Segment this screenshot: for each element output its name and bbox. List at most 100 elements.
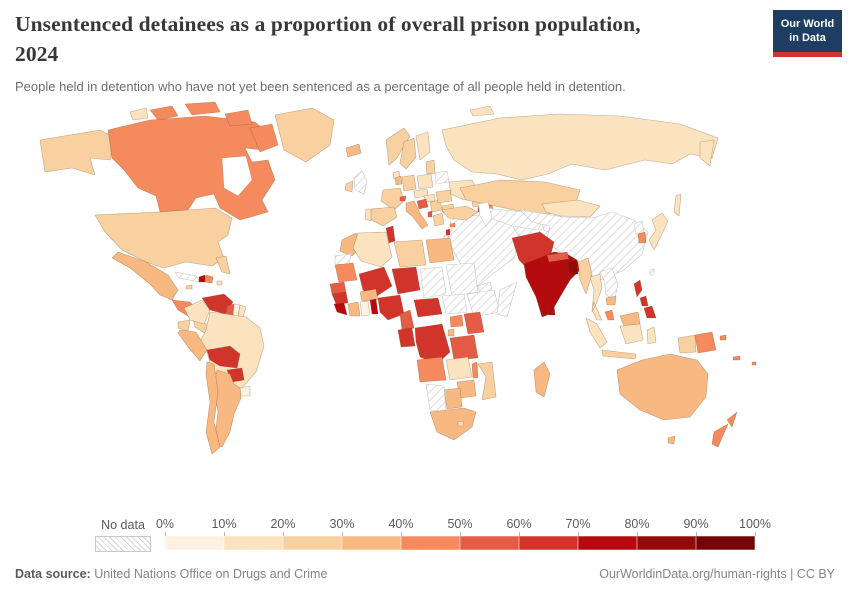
- country-mexico[interactable]: [111, 251, 179, 301]
- country-japan[interactable]: [648, 212, 669, 251]
- country-tasmania[interactable]: [667, 435, 676, 445]
- country-madagascar[interactable]: [533, 361, 551, 398]
- legend-bin-70-80%[interactable]: [578, 536, 637, 550]
- owid-logo[interactable]: Our World in Data: [773, 10, 842, 57]
- country-tanzania[interactable]: [449, 334, 479, 361]
- country-guinea[interactable]: [331, 291, 349, 305]
- country-lebanon[interactable]: [445, 228, 451, 236]
- country-mali[interactable]: [358, 266, 393, 299]
- country-libya[interactable]: [393, 239, 427, 268]
- country-dominican-republic[interactable]: [204, 274, 214, 284]
- country-papua-new-guinea[interactable]: [694, 331, 727, 354]
- country-cuba[interactable]: [174, 271, 201, 283]
- country-india[interactable]: [523, 251, 581, 318]
- country-canada[interactable]: [107, 115, 276, 221]
- country-kenya[interactable]: [463, 311, 485, 335]
- country-greece[interactable]: [432, 212, 445, 227]
- country-usa-florida[interactable]: [215, 255, 231, 275]
- country-germany[interactable]: [401, 174, 417, 192]
- country-haiti[interactable]: [198, 274, 206, 283]
- country-sri-lanka[interactable]: [547, 304, 556, 316]
- country-colombia[interactable]: [183, 299, 211, 325]
- country-fiji[interactable]: [751, 361, 757, 366]
- country-russia-kamchatka[interactable]: [699, 139, 715, 167]
- country-burkina-faso[interactable]: [359, 288, 379, 302]
- legend-bin-80-90%[interactable]: [637, 536, 696, 550]
- country-cyprus[interactable]: [449, 222, 456, 228]
- country-china[interactable]: [519, 209, 649, 281]
- country-russia[interactable]: [441, 113, 719, 181]
- country-new-zealand[interactable]: [711, 411, 738, 448]
- country-uk[interactable]: [353, 170, 368, 195]
- legend-bin-20-30%[interactable]: [283, 536, 342, 550]
- no-data-swatch[interactable]: [95, 536, 151, 552]
- legend-bin-50-60%[interactable]: [460, 536, 519, 550]
- country-gabon-congo[interactable]: [397, 327, 416, 348]
- country-indonesia-sulawesi[interactable]: [646, 326, 657, 345]
- country-central-african-republic[interactable]: [413, 297, 443, 318]
- country-south-sudan[interactable]: [441, 293, 468, 315]
- legend-bin-0-10%[interactable]: [165, 536, 224, 550]
- country-nigeria[interactable]: [377, 294, 405, 321]
- country-sudan[interactable]: [445, 262, 479, 297]
- country-uganda[interactable]: [449, 314, 464, 328]
- country-mauritania[interactable]: [334, 262, 358, 283]
- country-jamaica[interactable]: [185, 284, 193, 290]
- country-malawi[interactable]: [471, 361, 479, 379]
- country-lesotho[interactable]: [457, 420, 464, 427]
- country-canada-arctic-1[interactable]: [149, 105, 179, 121]
- country-indonesia-kalimantan[interactable]: [619, 323, 644, 345]
- country-taiwan[interactable]: [649, 268, 655, 276]
- country-cameroon[interactable]: [399, 309, 415, 331]
- country-poland[interactable]: [416, 173, 434, 190]
- country-switzerland[interactable]: [399, 195, 407, 202]
- country-benelux[interactable]: [394, 175, 403, 186]
- country-ireland[interactable]: [344, 180, 354, 193]
- legend-bin-10-20%[interactable]: [224, 536, 283, 550]
- attribution-link[interactable]: OurWorldinData.org/human-rights | CC BY: [599, 567, 835, 581]
- country-australia[interactable]: [616, 353, 709, 421]
- country-ivory-coast[interactable]: [347, 301, 361, 317]
- country-finland[interactable]: [415, 131, 431, 161]
- country-sierra-leone-liberia[interactable]: [333, 302, 348, 316]
- country-namibia[interactable]: [425, 383, 447, 413]
- country-south-africa[interactable]: [429, 407, 477, 441]
- country-philippines[interactable]: [633, 279, 657, 319]
- country-sweden[interactable]: [399, 137, 417, 170]
- country-bolivia[interactable]: [206, 345, 241, 369]
- country-tunisia[interactable]: [385, 225, 396, 244]
- country-cambodia[interactable]: [605, 295, 617, 306]
- country-angola[interactable]: [416, 356, 447, 383]
- country-portugal[interactable]: [364, 208, 372, 222]
- country-new-caledonia[interactable]: [732, 355, 741, 361]
- country-greenland[interactable]: [274, 107, 335, 163]
- country-uruguay[interactable]: [239, 385, 251, 397]
- country-argentina[interactable]: [213, 369, 242, 448]
- country-south-korea[interactable]: [637, 231, 647, 244]
- country-croatia[interactable]: [416, 198, 429, 210]
- country-canada-baffin[interactable]: [249, 123, 279, 153]
- country-niger[interactable]: [391, 266, 421, 295]
- country-russia-sakhalin[interactable]: [673, 193, 682, 217]
- country-indonesia-westpapua[interactable]: [677, 334, 697, 354]
- country-chile[interactable]: [205, 361, 221, 455]
- country-togo-benin[interactable]: [369, 298, 379, 315]
- country-somalia[interactable]: [496, 281, 518, 318]
- country-chad[interactable]: [419, 266, 447, 299]
- country-algeria[interactable]: [352, 231, 393, 268]
- country-canada-arctic-2[interactable]: [184, 101, 221, 116]
- legend-bin-30-40%[interactable]: [342, 536, 401, 550]
- legend-bin-90-100%[interactable]: [696, 536, 755, 550]
- country-ghana[interactable]: [359, 300, 371, 317]
- country-zambia[interactable]: [445, 356, 473, 381]
- country-russia-arctic[interactable]: [469, 105, 495, 117]
- country-mongolia[interactable]: [541, 199, 601, 218]
- country-malaysia[interactable]: [604, 309, 615, 321]
- country-nepal[interactable]: [546, 251, 570, 263]
- country-spain[interactable]: [369, 206, 398, 227]
- country-borneo-malaysia[interactable]: [619, 311, 641, 327]
- legend-bin-40-50%[interactable]: [401, 536, 460, 550]
- country-thailand[interactable]: [589, 273, 603, 321]
- country-albania[interactable]: [427, 210, 433, 218]
- country-indonesia-sumatra[interactable]: [585, 317, 608, 349]
